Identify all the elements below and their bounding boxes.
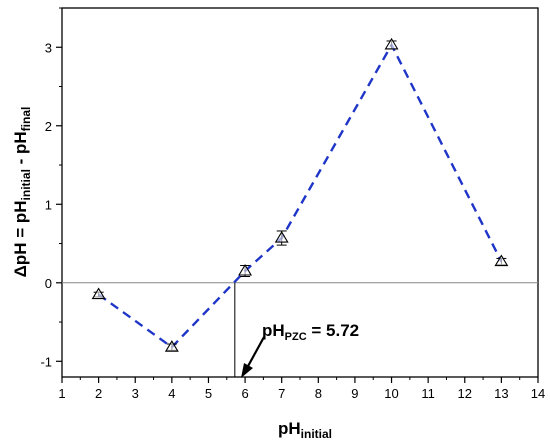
data-point-marker	[238, 263, 253, 276]
x-tick-label: 13	[494, 386, 508, 401]
y-axis-label: ΔpH = pHinitial - pHfinal	[11, 107, 33, 278]
x-tick-label: 6	[241, 386, 248, 401]
x-tick-label: 8	[315, 386, 322, 401]
x-tick-label: 1	[58, 386, 65, 401]
y-tick-label: 0	[45, 276, 52, 291]
y-tick-label: 3	[45, 40, 52, 55]
y-tick-label: -1	[40, 354, 52, 369]
data-point-marker	[164, 340, 179, 352]
x-tick-label: 7	[278, 386, 285, 401]
y-axis: -1 0 1 2 3	[40, 7, 62, 369]
data-point-marker	[384, 37, 399, 50]
series-layer	[91, 37, 509, 352]
x-axis-label: pHinitial	[278, 419, 332, 441]
data-point-marker	[91, 287, 106, 300]
x-tick-label: 5	[205, 386, 212, 401]
x-axis: 1 2 3 4 5 6 7 8 9 10 11 12 13 14	[58, 377, 545, 401]
x-tick-label: 10	[384, 386, 398, 401]
x-tick-label: 4	[168, 386, 175, 401]
y-tick-label: 2	[45, 119, 52, 134]
x-tick-label: 12	[458, 386, 472, 401]
x-tick-label: 11	[421, 386, 435, 401]
x-tick-label: 9	[351, 386, 358, 401]
data-point-marker	[274, 230, 289, 243]
pzc-annotation: pHPZC = 5.72	[262, 321, 359, 343]
annotation-arrow	[246, 336, 265, 369]
x-tick-label: 2	[95, 386, 102, 401]
x-tick-label: 14	[531, 386, 545, 401]
annotation-arrowhead	[241, 363, 253, 378]
y-tick-label: 1	[45, 197, 52, 212]
data-point-marker	[494, 254, 509, 267]
series-line	[97, 42, 503, 349]
x-tick-label: 3	[132, 386, 139, 401]
